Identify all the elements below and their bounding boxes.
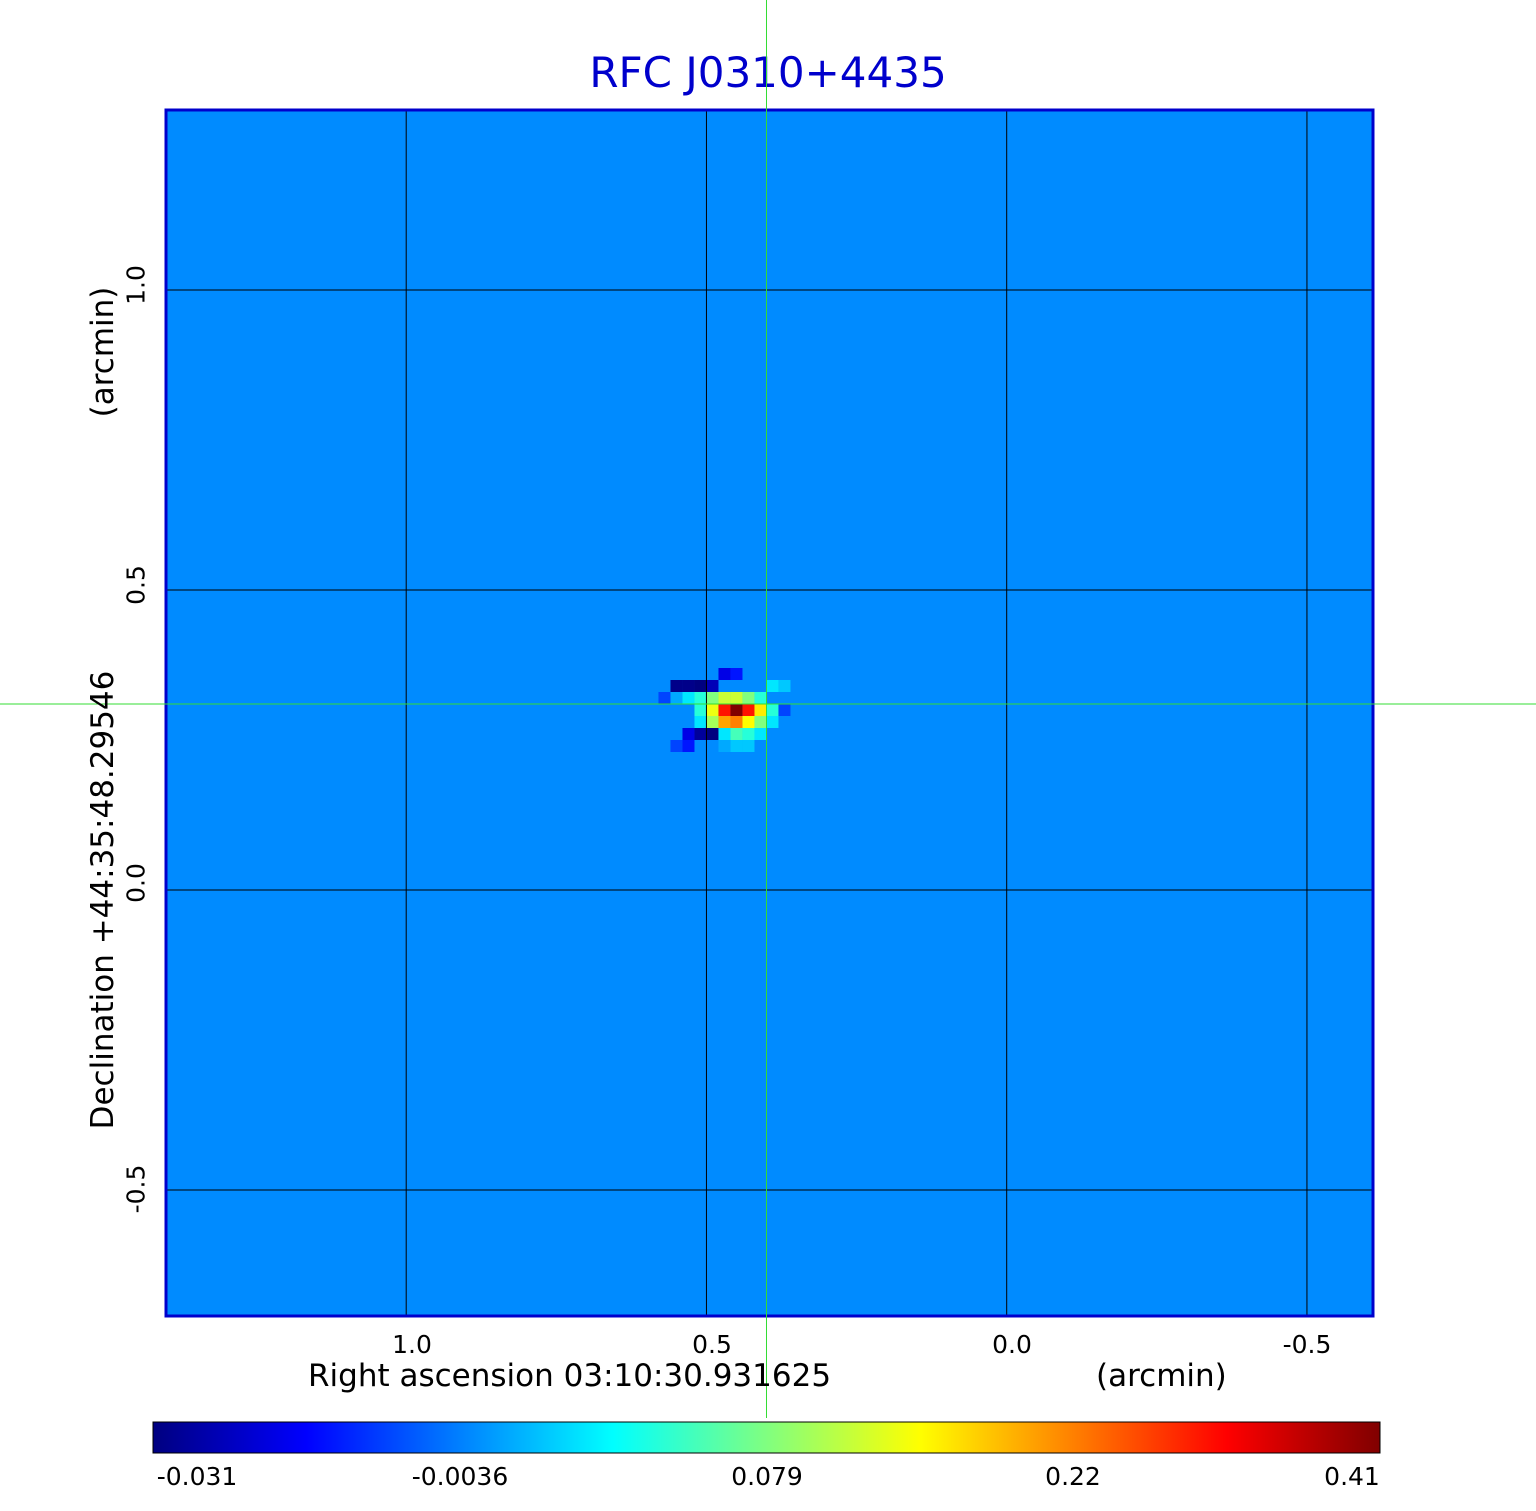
colorbar-tick-label: 0.079: [731, 1462, 803, 1491]
source-pixel: [778, 704, 791, 716]
source-pixel: [742, 728, 755, 740]
source-pixel: [682, 740, 695, 752]
source-pixel: [706, 716, 719, 728]
x-tick-label: -0.5: [1282, 1330, 1332, 1359]
source-pixel: [730, 716, 743, 728]
x-axis-unit: (arcmin): [1096, 1358, 1227, 1394]
source-pixel: [754, 728, 767, 740]
source-pixel: [718, 740, 731, 752]
source-pixel: [766, 704, 779, 716]
source-pixel: [742, 716, 755, 728]
source-pixel: [718, 668, 731, 680]
source-pixel: [694, 692, 707, 704]
source-pixel: [718, 692, 731, 704]
x-tick-label: 0.5: [692, 1330, 732, 1359]
source-pixel: [718, 728, 731, 740]
source-pixel: [778, 680, 791, 692]
source-pixel: [730, 740, 743, 752]
source-pixel: [754, 692, 767, 704]
colorbar: [152, 1421, 1381, 1454]
colorbar-tick-label: 0.22: [1045, 1462, 1101, 1491]
source-pixel: [682, 728, 695, 740]
source-pixel: [682, 680, 695, 692]
source-pixel: [658, 692, 671, 704]
x-tick-label: 0.0: [992, 1330, 1032, 1359]
source-pixel: [718, 716, 731, 728]
source-pixel: [730, 692, 743, 704]
source-pixel: [706, 692, 719, 704]
source-pixel: [754, 716, 767, 728]
y-tick-label: 0.0: [121, 863, 151, 903]
source-pixel: [706, 728, 719, 740]
source-pixel: [706, 680, 719, 692]
x-tick-label: 1.0: [392, 1330, 432, 1359]
chart-title: RFC J0310+4435: [589, 48, 947, 97]
y-tick-label: 0.5: [121, 565, 151, 605]
plot-frame: [164, 108, 1375, 1318]
source-pixel: [730, 668, 743, 680]
source-pixel: [694, 716, 707, 728]
source-pixel: [682, 692, 695, 704]
source-pixel: [670, 740, 683, 752]
y-tick-label: 1.0: [121, 265, 151, 305]
source-pixel: [706, 704, 719, 716]
source-pixel: [742, 704, 755, 716]
colorbar-tick-label: -0.031: [156, 1462, 238, 1491]
y-axis-unit: (arcmin): [85, 286, 121, 418]
source-pixel: [694, 728, 707, 740]
source-pixel: [670, 692, 683, 704]
source-pixel: [766, 716, 779, 728]
y-tick-label: -0.5: [121, 1164, 151, 1214]
source-pixel: [670, 680, 683, 692]
colorbar-tick-label: 0.41: [1324, 1462, 1380, 1491]
source-pixel: [730, 728, 743, 740]
source-pixel: [742, 740, 755, 752]
source-pixel: [694, 680, 707, 692]
source-pixel: [754, 704, 767, 716]
x-axis-label: Right ascension 03:10:30.931625: [308, 1358, 832, 1394]
source-pixel: [730, 704, 743, 716]
source-pixel: [694, 704, 707, 716]
y-axis-label: Declination +44:35:48.29546: [85, 670, 121, 1130]
source-pixel: [742, 692, 755, 704]
source-pixel: [766, 680, 779, 692]
colorbar-tick-label: -0.0036: [411, 1462, 509, 1491]
source-pixel: [718, 704, 731, 716]
